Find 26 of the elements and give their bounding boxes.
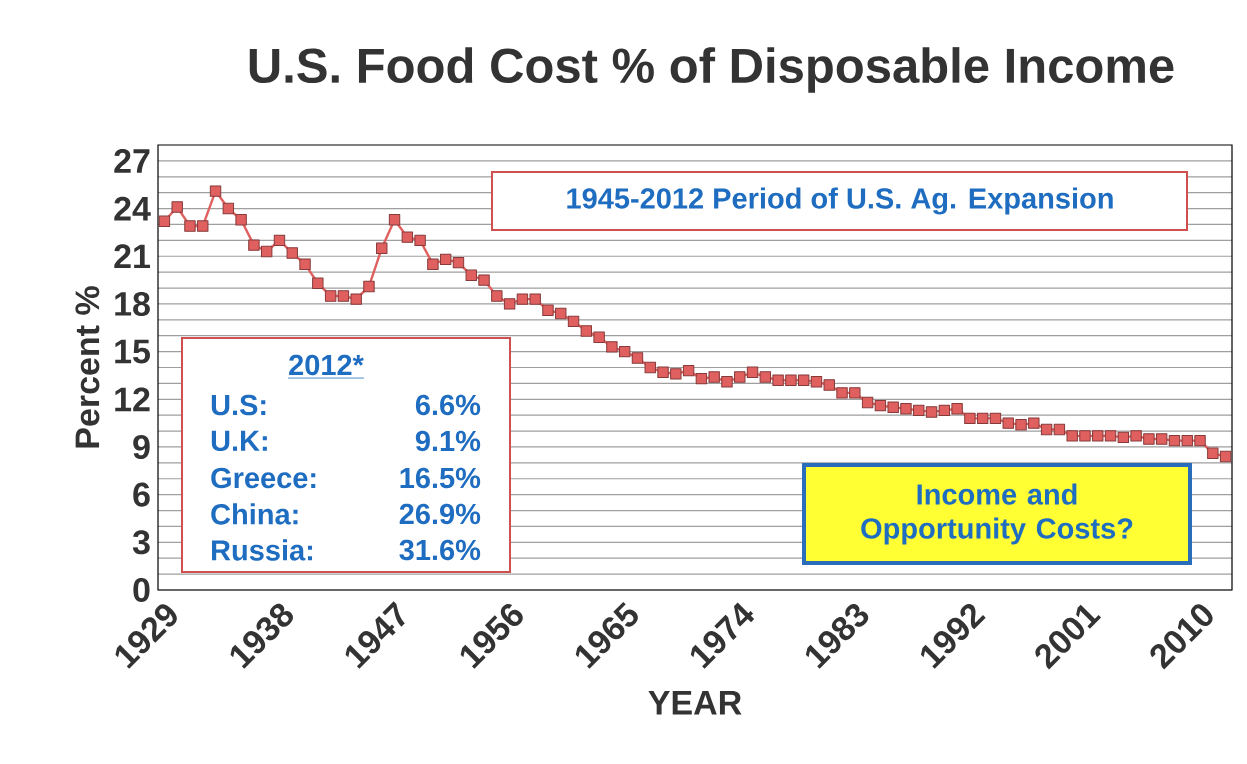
chart-title: U.S. Food Cost % of Disposable Income — [249, 47, 1174, 93]
y-axis-title: Percent % — [75, 286, 100, 448]
annotation: 31.6% — [399, 539, 481, 561]
y-tick-label: 9 — [133, 434, 150, 459]
y-tick-label: 27 — [114, 149, 150, 173]
annotation: U.S: — [211, 394, 266, 416]
annotation: 2012* — [289, 354, 364, 376]
y-tick-label: 15 — [115, 339, 150, 364]
annotation: 16.5% — [400, 467, 481, 489]
annotation: Russia: — [212, 539, 313, 561]
annotation: 9.1% — [415, 430, 481, 452]
y-tick-label: 6 — [133, 482, 150, 507]
annotation: China: — [211, 503, 298, 525]
y-tick-label: 18 — [115, 291, 150, 316]
y-tick-label: 24 — [114, 196, 151, 221]
x-axis-title: YEAR — [648, 691, 742, 715]
y-tick-label: 3 — [132, 530, 150, 555]
y-tick-label: 0 — [133, 577, 150, 603]
y-tick-label: 21 — [114, 244, 150, 269]
annotation: Greece: — [211, 467, 316, 489]
y-tick-label: 12 — [115, 387, 150, 412]
annotation: Income and Opportunity Costs? — [861, 483, 1133, 545]
annotation: 1945-2012 Period of U.S. Ag. Expansion — [567, 187, 1113, 215]
annotation: 6.6% — [415, 394, 481, 416]
annotation: 26.9% — [399, 503, 481, 525]
annotation: U.K: — [211, 430, 267, 452]
